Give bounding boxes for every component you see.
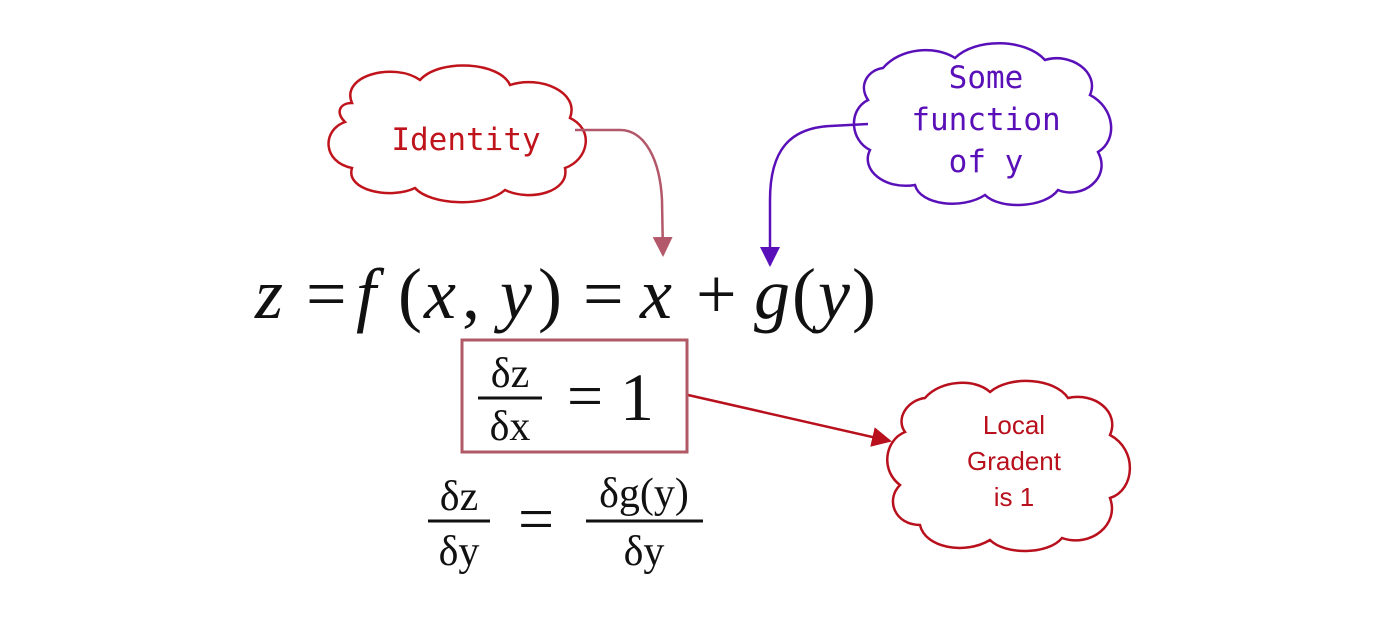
eq-f: f — [356, 254, 385, 334]
eq-equals-1: = — [306, 254, 347, 334]
eq-lparen-2: ( — [792, 254, 816, 334]
some-function-arrow — [760, 122, 869, 267]
partial-x-denominator: δx — [490, 404, 531, 450]
partial-y-rhs-numerator: δg(y) — [599, 471, 689, 517]
eq-z: z — [254, 254, 283, 334]
eq-plus: + — [696, 254, 737, 334]
eq-x-1: x — [423, 254, 456, 334]
partial-x-frame — [460, 338, 689, 454]
identity-label: Identity — [391, 122, 540, 158]
partial-x-equals: = — [567, 360, 603, 431]
eq-rparen-1: ) — [538, 254, 562, 334]
some-function-line-2: function — [911, 102, 1060, 138]
eq-y-2: y — [811, 254, 850, 334]
partial-y-lhs-denominator: δy — [439, 529, 480, 575]
eq-comma: , — [462, 254, 480, 334]
eq-g: g — [754, 254, 790, 334]
partial-y-rhs-denominator: δy — [624, 529, 665, 575]
some-function-callout: Some function of y — [852, 42, 1113, 207]
local-gradient-line-2: Gradent — [967, 446, 1062, 476]
local-gradient-line-3: is 1 — [994, 482, 1034, 512]
some-function-line-1: Some — [949, 60, 1024, 96]
partial-x-value: 1 — [620, 359, 654, 435]
partial-x-box: δz δx = 1 — [460, 338, 689, 454]
eq-equals-2: = — [583, 254, 624, 334]
some-function-cloud-shape — [852, 42, 1113, 207]
partial-y-lhs-numerator: δz — [440, 474, 478, 520]
some-function-line-3: of y — [949, 144, 1024, 180]
eq-lparen-1: ( — [398, 254, 422, 334]
local-gradient-arrow — [687, 393, 892, 447]
local-gradient-callout: Local Gradent is 1 — [886, 379, 1132, 553]
eq-x-2: x — [639, 254, 672, 334]
partial-y-equation: δz δy = δg(y) δy — [428, 471, 703, 575]
identity-callout: Identity — [327, 64, 587, 204]
identity-cloud-shape — [327, 64, 587, 204]
eq-rparen-2: ) — [852, 254, 876, 334]
local-gradient-cloud-shape — [886, 379, 1132, 553]
local-gradient-line-1: Local — [983, 410, 1045, 440]
identity-arrow — [575, 128, 673, 257]
partial-y-equals: = — [518, 483, 554, 554]
main-equation: z = f ( x , y ) = x + g ( y ) — [254, 254, 876, 334]
partial-x-numerator: δz — [491, 351, 529, 397]
eq-y-1: y — [493, 254, 532, 334]
